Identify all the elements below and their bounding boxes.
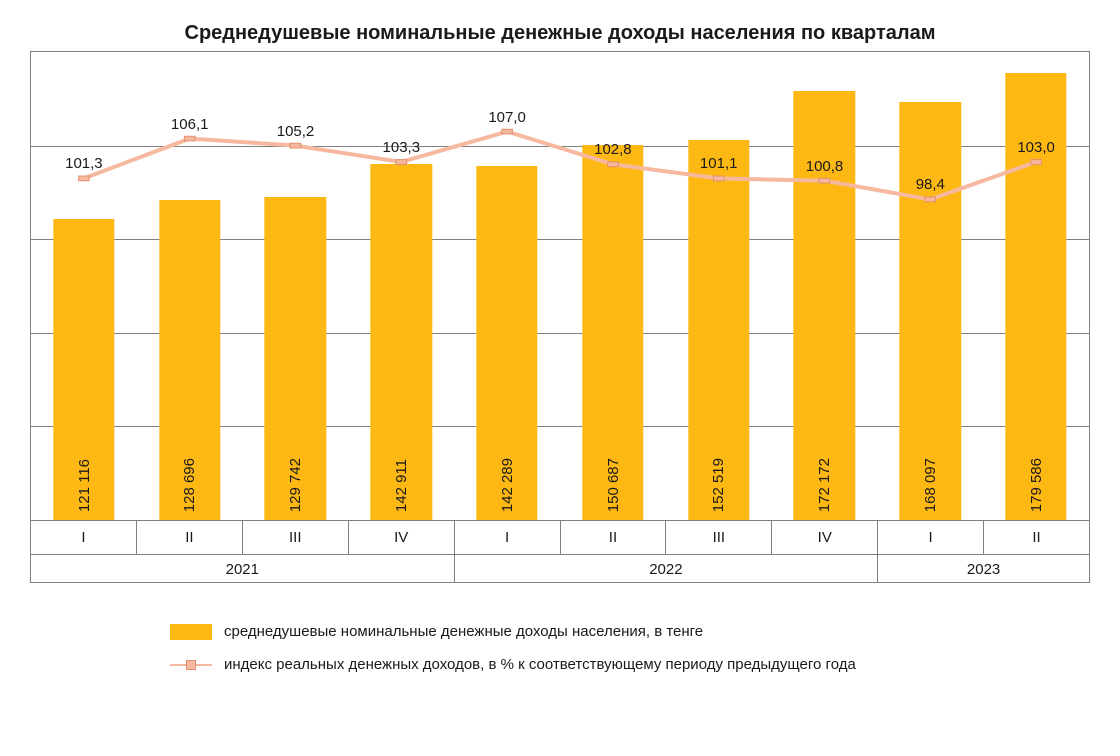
x-axis-quarter: II (984, 521, 1090, 555)
legend-item-line: индекс реальных денежных доходов, в % к … (170, 656, 1120, 673)
bar: 150 687 (582, 145, 643, 520)
x-axis-quarter: I (31, 521, 137, 555)
x-axis-quarter: IV (349, 521, 455, 555)
bar: 128 696 (159, 200, 220, 520)
bar-value-label: 128 696 (181, 458, 198, 512)
x-axis-quarter: III (666, 521, 772, 555)
bar-value-label: 150 687 (604, 458, 621, 512)
x-axis-quarter: I (878, 521, 984, 555)
legend-line-marker (186, 660, 196, 670)
index-value-label: 98,4 (916, 176, 945, 193)
bar-value-label: 179 586 (1028, 458, 1045, 512)
bar-value-label: 142 911 (393, 459, 410, 512)
x-axis-year: 2021 (31, 555, 455, 583)
index-value-label: 106,1 (171, 116, 209, 133)
x-axis-quarter-row: IIIIIIIV (31, 521, 455, 555)
index-value-label: 102,8 (594, 141, 632, 158)
bar: 142 289 (476, 166, 537, 520)
legend-label-line: индекс реальных денежных доходов, в % к … (224, 656, 856, 673)
bar-value-label: 142 289 (499, 458, 516, 512)
x-axis-year-group: IIIIIIIV2022 (455, 521, 879, 583)
bar: 172 172 (794, 91, 855, 520)
x-axis: IIIIIIIV2021IIIIIIIV2022III2023 (30, 521, 1090, 583)
bar-slot: 168 097 (877, 52, 983, 520)
bar-value-label: 121 116 (75, 459, 92, 512)
bar: 168 097 (900, 102, 961, 520)
bar: 129 742 (265, 197, 326, 520)
plot-wrap: 121 116 128 696 129 742 142 911 142 289 150 6… (30, 51, 1090, 583)
x-axis-year-group: III2023 (878, 521, 1090, 583)
chart-title: Среднедушевые номинальные денежные доход… (0, 0, 1120, 51)
bar-value-label: 129 742 (287, 458, 304, 512)
x-axis-year: 2023 (878, 555, 1090, 583)
legend-item-bars: среднедушевые номинальные денежные доход… (170, 623, 1120, 640)
index-value-label: 103,3 (383, 139, 421, 156)
bar-value-label: 172 172 (816, 458, 833, 512)
bar-slot: 179 586 (983, 52, 1089, 520)
x-axis-year-group: IIIIIIIV2021 (31, 521, 455, 583)
plot-area: 121 116 128 696 129 742 142 911 142 289 150 6… (30, 51, 1090, 521)
index-value-label: 101,3 (65, 155, 103, 172)
x-axis-quarter: II (137, 521, 243, 555)
x-axis-quarter: II (561, 521, 667, 555)
index-value-label: 103,0 (1017, 139, 1055, 156)
x-axis-quarter: I (455, 521, 561, 555)
bar-slot: 150 687 (560, 52, 666, 520)
bar-value-label: 168 097 (922, 458, 939, 512)
bar-value-label: 152 519 (710, 458, 727, 512)
index-value-label: 107,0 (488, 109, 526, 126)
bar-slot: 121 116 (31, 52, 137, 520)
legend-swatch-bar (170, 624, 212, 640)
bar: 142 911 (371, 164, 432, 520)
bar-slot: 152 519 (666, 52, 772, 520)
x-axis-quarter-row: IIIIIIIV (455, 521, 879, 555)
index-value-label: 105,2 (277, 123, 315, 140)
index-value-label: 100,8 (806, 158, 844, 175)
legend-swatch-line (170, 657, 212, 673)
index-value-label: 101,1 (700, 155, 738, 172)
bar-slot: 142 911 (348, 52, 454, 520)
x-axis-year: 2022 (455, 555, 879, 583)
x-axis-quarter: III (243, 521, 349, 555)
bar: 152 519 (688, 140, 749, 520)
legend: среднедушевые номинальные денежные доход… (0, 623, 1120, 673)
bar-slot: 172 172 (772, 52, 878, 520)
bar: 121 116 (53, 219, 114, 521)
x-axis-quarter-row: III (878, 521, 1090, 555)
legend-label-bars: среднедушевые номинальные денежные доход… (224, 623, 703, 640)
x-axis-quarter: IV (772, 521, 878, 555)
